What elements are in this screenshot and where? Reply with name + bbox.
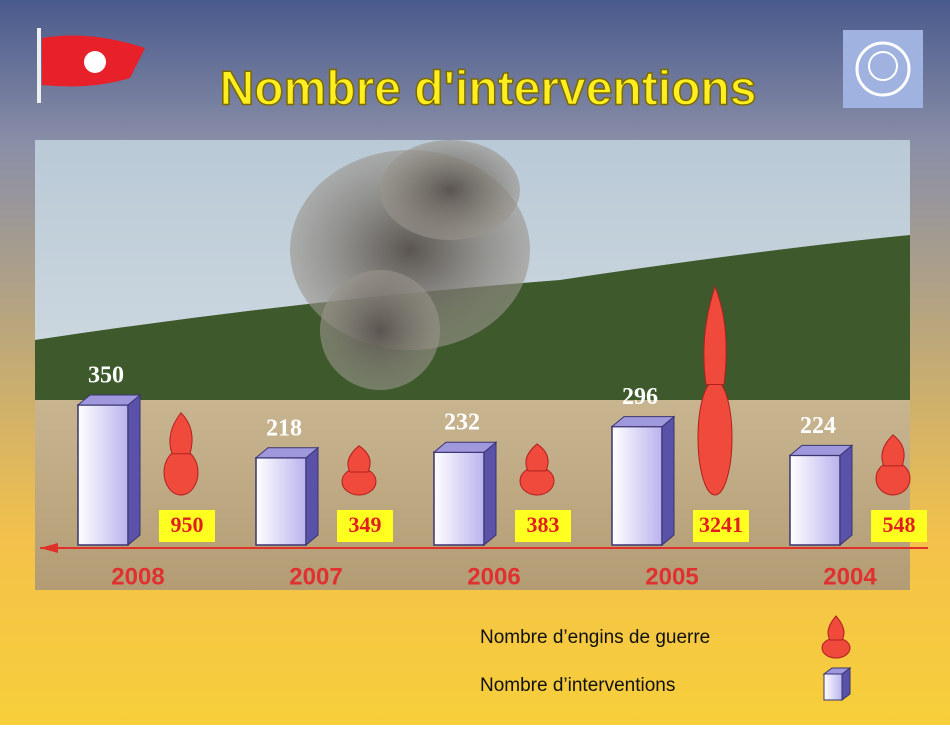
x-tick-label: 2006 <box>467 563 520 590</box>
value-label: 296 <box>622 384 658 410</box>
bar-front <box>612 427 662 545</box>
value-label: 218 <box>266 415 302 441</box>
bar-side <box>840 445 852 545</box>
slide: Nombre d'interventions Nombre d’engins d… <box>0 0 950 725</box>
x-tick-label: 2005 <box>645 563 698 590</box>
x-tick-label: 2007 <box>289 563 342 590</box>
bar-side <box>128 395 140 545</box>
un-logo <box>843 30 923 108</box>
bar-front <box>256 458 306 545</box>
x-tick-label: 2008 <box>111 563 164 590</box>
legend-bomb-body <box>822 638 850 658</box>
legend-swatch <box>824 668 850 700</box>
legend-bar-front <box>824 674 842 700</box>
value-label: 383 <box>527 512 560 537</box>
bar-front <box>790 455 840 545</box>
x-tick-label: 2004 <box>823 563 877 590</box>
bar-side <box>306 448 318 545</box>
chart-title: Nombre d'interventions <box>220 63 757 116</box>
bar-front <box>78 405 128 545</box>
value-label: 350 <box>88 363 124 389</box>
value-label: 3241 <box>699 512 743 537</box>
bomb-body <box>164 450 198 495</box>
value-label: 950 <box>171 512 204 537</box>
bomb-body <box>876 462 910 495</box>
value-label: 349 <box>349 512 382 537</box>
bar-side <box>484 442 496 545</box>
bar-front <box>434 452 484 545</box>
legend-label: Nombre d’interventions <box>480 675 675 696</box>
value-label: 232 <box>444 410 480 436</box>
legend-label: Nombre d’engins de guerre <box>480 627 710 648</box>
bomb-body <box>698 380 732 495</box>
bar-side <box>662 417 674 545</box>
value-label: 224 <box>800 413 836 439</box>
value-label: 548 <box>883 512 916 537</box>
